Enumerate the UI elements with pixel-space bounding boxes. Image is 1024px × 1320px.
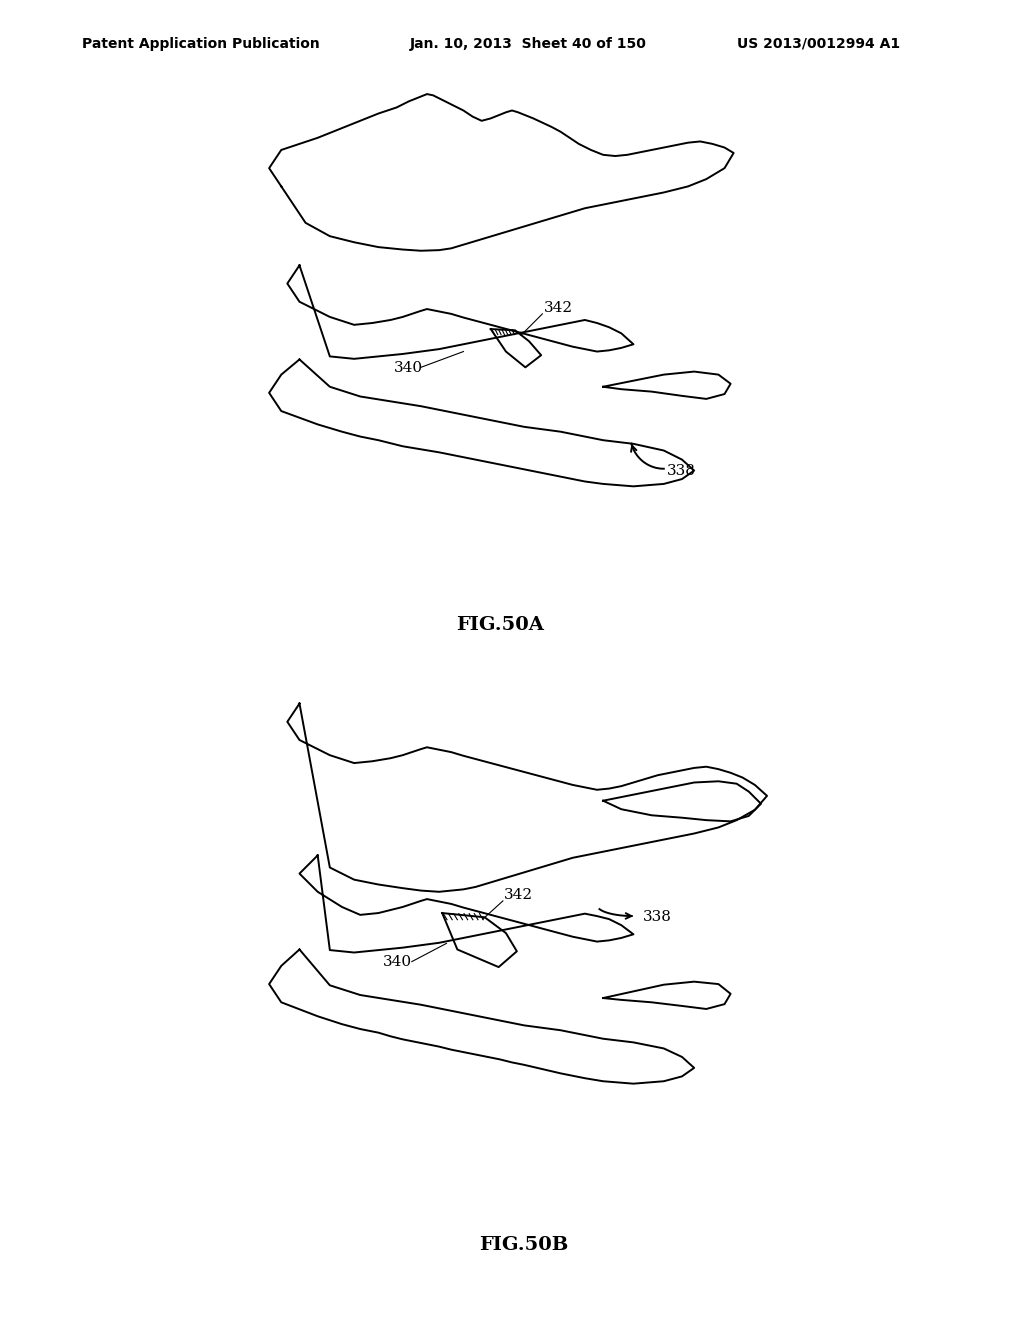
Text: 338: 338 [642, 909, 672, 924]
Text: Jan. 10, 2013  Sheet 40 of 150: Jan. 10, 2013 Sheet 40 of 150 [410, 37, 646, 51]
Text: Patent Application Publication: Patent Application Publication [82, 37, 319, 51]
Text: 340: 340 [393, 360, 423, 375]
Text: FIG.50A: FIG.50A [456, 615, 544, 634]
Text: 342: 342 [544, 301, 572, 315]
Text: 338: 338 [667, 463, 695, 478]
Text: US 2013/0012994 A1: US 2013/0012994 A1 [737, 37, 900, 51]
Text: 340: 340 [383, 954, 413, 969]
Text: FIG.50B: FIG.50B [479, 1236, 568, 1254]
Text: 342: 342 [504, 888, 534, 902]
